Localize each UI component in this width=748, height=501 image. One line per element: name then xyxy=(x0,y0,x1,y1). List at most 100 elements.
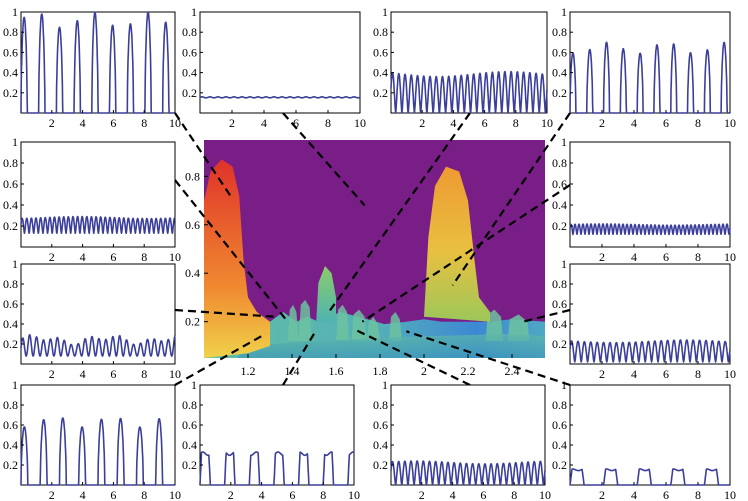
main-y-tick-label: 0.8 xyxy=(185,169,200,183)
inset-trace xyxy=(20,417,176,486)
inset-x-tick-label: 6 xyxy=(663,250,669,264)
inset-x-tick-label: 8 xyxy=(320,488,326,501)
inset-y-tick-label: 0.6 xyxy=(552,45,567,59)
inset-y-tick-label: 0.2 xyxy=(3,458,18,472)
inset-trace xyxy=(20,11,176,114)
inset-x-tick-label: 8 xyxy=(695,116,701,130)
inset-y-tick-label: 1 xyxy=(191,378,197,392)
inset-trace xyxy=(20,215,176,234)
connector-line xyxy=(522,308,571,323)
inset-x-tick-label: 6 xyxy=(663,367,669,381)
inset-frame xyxy=(199,384,355,486)
inset-trace xyxy=(199,96,361,99)
inset-x-tick-label: 8 xyxy=(513,116,519,130)
inset-panel-i8: 2 4 6 8 10 0.2 0.4 0.6 0.8 1 xyxy=(552,257,736,381)
inset-x-tick-label: 8 xyxy=(141,250,147,264)
band-bump xyxy=(298,299,312,341)
inset-y-tick-label: 0.4 xyxy=(552,66,567,80)
inset-y-tick-label: 0.2 xyxy=(182,86,197,100)
main-heatmap: 1.2 1.4 1.6 1.8 2 2.2 2.40.20.40.60.8 xyxy=(185,140,545,378)
connector-line xyxy=(282,333,315,386)
inset-y-tick-label: 0.6 xyxy=(552,177,567,191)
main-x-tick-label: 1.6 xyxy=(329,364,344,378)
inset-y-tick-label: 0.8 xyxy=(3,398,18,412)
main-y-tick-label: 0.2 xyxy=(185,315,200,329)
main-x-tick-label: 1.8 xyxy=(373,364,388,378)
inset-panel-i7: 2 4 6 8 10 0.2 0.4 0.6 0.8 1 xyxy=(3,257,181,381)
connector-line xyxy=(451,112,571,286)
inset-y-tick-label: 0.8 xyxy=(182,398,197,412)
inset-panel-i12: 2 4 6 8 10 0.2 0.4 0.6 0.8 1 xyxy=(552,378,736,501)
main-x-tick-label: 2 xyxy=(421,364,427,378)
inset-x-tick-label: 10 xyxy=(539,488,551,501)
connector-line xyxy=(174,179,289,323)
inset-x-tick-label: 10 xyxy=(724,116,736,130)
inset-x-tick-label: 4 xyxy=(80,250,86,264)
inset-x-tick-label: 2 xyxy=(49,488,55,501)
inset-y-tick-label: 0.2 xyxy=(552,86,567,100)
inset-x-tick-label: 8 xyxy=(511,488,517,501)
inset-y-tick-label: 0.8 xyxy=(552,277,567,291)
inset-x-tick-label: 8 xyxy=(141,116,147,130)
inset-x-tick-label: 8 xyxy=(695,250,701,264)
inset-y-tick-label: 1 xyxy=(12,135,18,149)
inset-y-tick-label: 1 xyxy=(191,5,197,19)
inset-x-tick-label: 4 xyxy=(261,116,267,130)
inset-y-tick-label: 0.8 xyxy=(3,25,18,39)
inset-frame xyxy=(569,384,731,486)
inset-x-tick-label: 4 xyxy=(80,367,86,381)
inset-y-tick-label: 0.8 xyxy=(552,25,567,39)
inset-y-tick-label: 0.2 xyxy=(373,458,388,472)
inset-y-tick-label: 0.2 xyxy=(3,219,18,233)
inset-x-tick-label: 8 xyxy=(325,116,331,130)
inset-x-tick-label: 2 xyxy=(49,367,55,381)
inset-trace xyxy=(390,460,546,486)
main-x-tick-label: 2.4 xyxy=(505,364,520,378)
inset-y-tick-label: 1 xyxy=(561,257,567,271)
inset-trace xyxy=(569,468,731,486)
inset-trace xyxy=(569,223,731,236)
inset-y-tick-label: 0.4 xyxy=(182,66,197,80)
inset-x-tick-label: 6 xyxy=(110,488,116,501)
main-y-tick-label: 0.6 xyxy=(185,218,200,232)
inset-x-tick-label: 4 xyxy=(450,116,456,130)
inset-y-tick-label: 0.6 xyxy=(373,45,388,59)
inset-y-tick-label: 0.6 xyxy=(3,45,18,59)
inset-y-tick-label: 0.4 xyxy=(3,438,18,452)
right-tongue-region xyxy=(424,166,490,322)
inset-y-tick-label: 1 xyxy=(12,5,18,19)
connector-line xyxy=(282,112,366,207)
inset-y-tick-label: 0.2 xyxy=(552,219,567,233)
band-bump xyxy=(366,316,380,341)
band-bump xyxy=(287,304,299,341)
connector-line xyxy=(406,330,571,387)
inset-x-tick-label: 8 xyxy=(695,488,701,501)
inset-panel-i6: 2 4 6 8 10 0.2 0.4 0.6 0.8 1 xyxy=(552,135,736,264)
inset-y-tick-label: 0.2 xyxy=(3,337,18,351)
inset-y-tick-label: 0.8 xyxy=(3,277,18,291)
inset-y-tick-label: 0.6 xyxy=(182,45,197,59)
inset-y-tick-label: 0.4 xyxy=(3,66,18,80)
inset-x-tick-label: 10 xyxy=(169,116,181,130)
connector-line xyxy=(174,308,277,318)
main-x-tick-label: 2.2 xyxy=(461,364,476,378)
inset-y-tick-label: 1 xyxy=(12,378,18,392)
inset-y-tick-label: 0.4 xyxy=(3,317,18,331)
band-bump xyxy=(388,312,402,341)
inset-panels: 2 4 6 8 10 0.2 0.4 0.6 0.8 1 2 4 6 8 10 0.2 0.4 0.6 0.8 1 2 4… xyxy=(3,5,736,501)
inset-x-tick-label: 8 xyxy=(695,367,701,381)
inset-trace xyxy=(569,339,731,363)
inset-x-tick-label: 6 xyxy=(110,116,116,130)
inset-panel-i1: 2 4 6 8 10 0.2 0.4 0.6 0.8 1 xyxy=(3,5,181,130)
inset-x-tick-label: 10 xyxy=(724,367,736,381)
inset-y-tick-label: 0.4 xyxy=(3,198,18,212)
inset-x-tick-label: 10 xyxy=(724,488,736,501)
inset-x-tick-label: 4 xyxy=(631,367,637,381)
inset-x-tick-label: 4 xyxy=(259,488,265,501)
inset-y-tick-label: 0.8 xyxy=(373,398,388,412)
inset-x-tick-label: 4 xyxy=(631,116,637,130)
inset-y-tick-label: 0.8 xyxy=(3,156,18,170)
inset-y-tick-label: 0.4 xyxy=(552,198,567,212)
inset-x-tick-label: 6 xyxy=(110,250,116,264)
left-tongue-region xyxy=(204,159,270,358)
